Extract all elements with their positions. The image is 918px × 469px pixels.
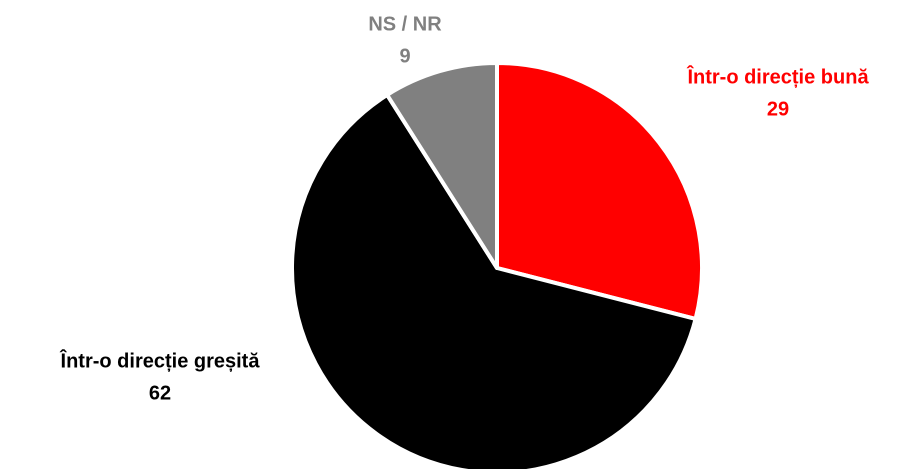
pie-slice [385, 61, 499, 270]
slice-value: 62 [149, 382, 171, 404]
pie-slice [495, 61, 704, 321]
slice-value: 9 [399, 45, 410, 67]
slice-label: NS / NR [368, 13, 442, 35]
slice-label: Într-o direcție greșită [60, 348, 261, 372]
pie-slice [290, 92, 698, 469]
slice-value: 29 [767, 98, 789, 120]
slice-label: Într-o direcție bună [686, 64, 869, 88]
